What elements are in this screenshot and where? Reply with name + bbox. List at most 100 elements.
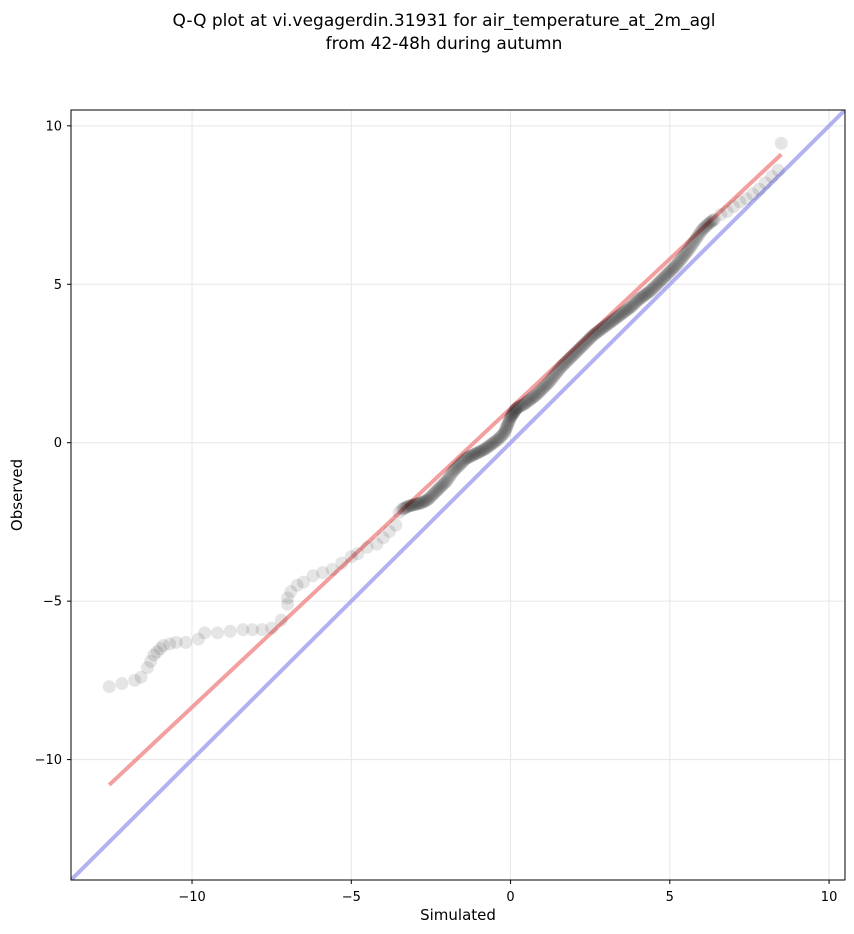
data-point [663, 265, 677, 279]
data-point-fill [692, 227, 706, 241]
data-point [265, 621, 279, 635]
data-point [774, 136, 788, 150]
data-point-fill [428, 485, 442, 499]
data-point-fill [658, 270, 672, 284]
data-point-fill [455, 455, 469, 469]
data-point-fill [464, 449, 478, 463]
data-point-fill [672, 255, 686, 269]
data-point [370, 537, 384, 551]
data-point-fill [477, 443, 491, 457]
data-point [281, 591, 295, 605]
data-point-fill [418, 494, 432, 508]
data-point-fill [640, 286, 654, 300]
data-point-fill [602, 317, 616, 331]
data-point-fill [467, 448, 481, 462]
data-point-fill [499, 421, 513, 435]
data-point-fill [552, 363, 566, 377]
data-point-fill [617, 305, 631, 319]
data-point-fill [492, 431, 506, 445]
data-point-fill [444, 468, 458, 482]
data-point-fill [512, 400, 526, 414]
data-point-fill [493, 430, 507, 444]
data-point-fill [651, 276, 665, 290]
data-point [179, 635, 193, 649]
data-point-fill [398, 501, 412, 515]
data-point-fill [659, 268, 673, 282]
data-point [281, 597, 295, 611]
data-point-fill [530, 387, 544, 401]
data-point [605, 314, 619, 328]
data-point-fill [584, 331, 598, 345]
data-point [115, 677, 129, 691]
data-point-fill [575, 339, 589, 353]
data-point-fill [483, 438, 497, 452]
data-point-fill [597, 320, 611, 334]
data-point-fill [677, 249, 691, 263]
data-point-fill [463, 450, 477, 464]
data-point [153, 642, 167, 656]
data-point-fill [598, 319, 612, 333]
data-point-fill [683, 241, 697, 255]
data-point-fill [551, 364, 565, 378]
data-point [510, 401, 524, 415]
data-point-fill [581, 333, 595, 347]
data-point [236, 623, 250, 637]
data-point-fill [693, 225, 707, 239]
data-point-fill [435, 479, 449, 493]
data-point-fill [576, 338, 590, 352]
data-point-fill [496, 427, 510, 441]
y-tick-label: −10 [35, 753, 62, 768]
data-point-fill [565, 350, 579, 364]
x-tick-label: −10 [178, 890, 205, 905]
data-point-fill [557, 357, 571, 371]
data-point [453, 458, 467, 472]
data-point-fill [526, 390, 540, 404]
data-point-fill [416, 495, 430, 509]
data-point-fill [470, 446, 484, 460]
data-point-fill [503, 412, 517, 426]
data-point-fill [563, 351, 577, 365]
data-point-fill [488, 434, 502, 448]
data-point-fill [474, 444, 488, 458]
data-point-fill [543, 374, 557, 388]
data-point-fill [560, 355, 574, 369]
data-point-fill [511, 400, 525, 414]
data-point [555, 360, 569, 374]
data-point [134, 670, 148, 684]
data-point-fill [481, 440, 495, 454]
data-point [561, 353, 575, 367]
y-tick-label: −5 [43, 595, 62, 610]
data-point-fill [607, 313, 621, 327]
data-point-fill [407, 498, 421, 512]
data-point-fill [616, 306, 630, 320]
data-point-fill [515, 398, 529, 412]
data-point-fill [397, 502, 411, 516]
data-point [644, 284, 658, 298]
data-point-fill [609, 311, 623, 325]
data-point-fill [655, 272, 669, 286]
data-point-fill [687, 235, 701, 249]
data-point-fill [518, 397, 532, 411]
data-point-fill [665, 262, 679, 276]
chart-title-line-1: Q-Q plot at vi.vegagerdin.31931 for air_… [172, 11, 715, 31]
data-point [472, 445, 486, 459]
data-point-fill [539, 378, 553, 392]
data-point [542, 376, 556, 390]
y-axis-ticks: −10 −5 0 5 10 [35, 119, 71, 768]
data-point [389, 518, 403, 532]
data-point-fill [505, 408, 519, 422]
y-tick-label: 5 [54, 278, 62, 293]
data-point-fill [645, 282, 659, 296]
data-point [421, 493, 435, 507]
data-point [574, 341, 588, 355]
data-point [695, 223, 709, 237]
data-point-fill [589, 326, 603, 340]
data-point [688, 233, 702, 247]
data-point-fill [608, 312, 622, 326]
data-point-fill [603, 316, 617, 330]
data-point [274, 613, 288, 627]
data-point [144, 654, 158, 668]
data-point [191, 632, 205, 646]
data-point-fill [490, 433, 504, 447]
